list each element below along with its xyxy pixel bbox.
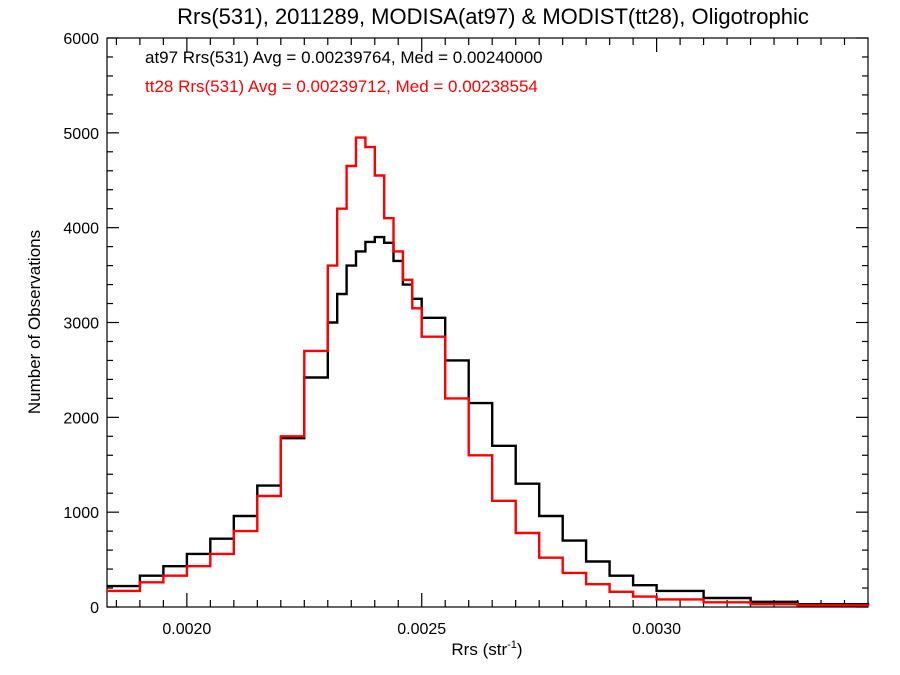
y-tick-label: 6000: [63, 31, 99, 48]
plot-frame: [107, 38, 868, 607]
x-axis-label: Rrs (str-1): [451, 639, 522, 659]
axis-tick-labels: 0 1000 2000 3000 4000 5000 6000 0.0020 0.0025 0.0…: [63, 31, 681, 638]
x-tick-label: 0.0025: [397, 621, 446, 638]
y-tick-label: 3000: [63, 316, 99, 333]
x-tick-label: 0.0030: [632, 621, 681, 638]
series-layer: [107, 138, 868, 606]
y-tick-label: 5000: [63, 126, 99, 143]
y-tick-label: 4000: [63, 221, 99, 238]
legend-entry-tt28: tt28 Rrs(531) Avg = 0.00239712, Med = 0.…: [145, 77, 538, 96]
x-axis-label-suffix: ): [517, 640, 523, 659]
chart-title: Rrs(531), 2011289, MODISA(at97) & MODIST…: [177, 4, 809, 29]
y-tick-label: 2000: [63, 410, 99, 427]
series-line-at97: [107, 237, 868, 605]
x-tick-label: 0.0020: [162, 621, 211, 638]
legend-entry-at97: at97 Rrs(531) Avg = 0.00239764, Med = 0.…: [145, 48, 543, 67]
x-axis-label-prefix: Rrs (str: [451, 640, 507, 659]
series-line-tt28: [107, 138, 868, 606]
x-axis-label-superscript: -1: [507, 639, 517, 651]
y-tick-label: 1000: [63, 505, 99, 522]
axis-ticks: [107, 38, 868, 607]
y-tick-label: 0: [90, 600, 99, 617]
y-axis-label: Number of Observations: [25, 230, 44, 414]
